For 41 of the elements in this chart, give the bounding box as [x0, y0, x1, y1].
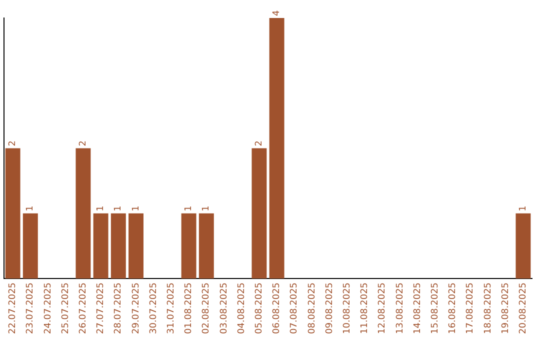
x-tick-label: 12.08.2025 — [378, 282, 388, 334]
x-tick-label: 08.08.2025 — [307, 282, 318, 334]
data-label: 1 — [518, 206, 529, 212]
x-tick-label: 29.07.2025 — [131, 282, 142, 334]
x-tick-label: 16.08.2025 — [448, 282, 458, 334]
x-tick-label: 19.08.2025 — [500, 282, 511, 334]
data-label: 1 — [202, 206, 212, 212]
x-tick-label: 24.07.2025 — [43, 282, 54, 334]
data-label: 2 — [78, 140, 89, 146]
x-tick-label: 04.08.2025 — [236, 282, 247, 334]
data-label: 2 — [254, 140, 265, 146]
data-label: 1 — [184, 206, 194, 212]
x-tick-label: 13.08.2025 — [395, 282, 406, 334]
x-tick-label: 03.08.2025 — [219, 282, 230, 334]
x-tick-label: 02.08.2025 — [202, 282, 212, 334]
x-tick-label: 06.08.2025 — [272, 282, 282, 334]
data-label: 2 — [8, 140, 18, 146]
x-tick-label: 09.08.2025 — [324, 282, 335, 334]
x-tick-label: 15.08.2025 — [430, 282, 441, 334]
x-tick-label: 10.08.2025 — [342, 282, 353, 334]
x-tick-label: 05.08.2025 — [254, 282, 265, 334]
data-label: 1 — [96, 206, 106, 212]
x-tick-label: 30.07.2025 — [148, 282, 159, 334]
x-tick-label: 01.08.2025 — [184, 282, 194, 334]
x-tick-label: 28.07.2025 — [114, 282, 124, 334]
data-label: 1 — [26, 206, 36, 212]
data-label: 4 — [272, 10, 282, 16]
x-tick-label: 22.07.2025 — [8, 282, 18, 334]
x-tick-label: 17.08.2025 — [466, 282, 476, 334]
x-tick-label: 20.08.2025 — [518, 282, 529, 334]
x-tick-label: 27.07.2025 — [96, 282, 106, 334]
x-tick-label: 26.07.2025 — [78, 282, 89, 334]
x-tick-label: 31.07.2025 — [166, 282, 177, 334]
x-tick-label: 11.08.2025 — [360, 282, 370, 334]
x-tick-label: 18.08.2025 — [483, 282, 494, 334]
data-label: 1 — [131, 206, 142, 212]
x-tick-label: 07.08.2025 — [290, 282, 300, 334]
x-tick-label: 23.07.2025 — [26, 282, 36, 334]
data-label: 1 — [114, 206, 124, 212]
x-tick-label: 25.07.2025 — [60, 282, 71, 334]
x-tick-label: 14.08.2025 — [412, 282, 423, 334]
